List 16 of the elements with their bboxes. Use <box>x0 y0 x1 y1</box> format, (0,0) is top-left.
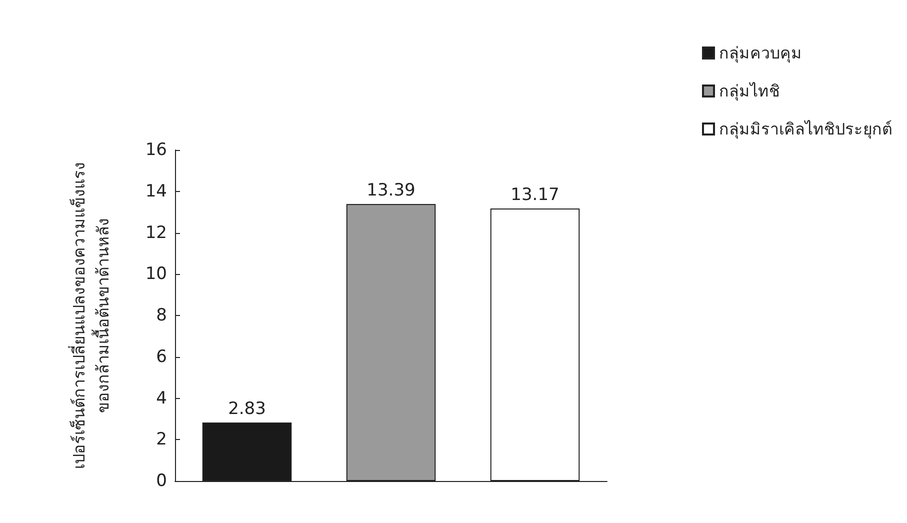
y-tick-label: 0 <box>156 471 167 491</box>
y-tick-label: 8 <box>156 306 167 326</box>
y-tick-label: 4 <box>156 388 167 408</box>
legend-label: กลุ่มไทชิ <box>719 82 780 102</box>
legend-label: กลุ่มมิราเคิลไทชิประยุกต์ <box>719 120 892 140</box>
data-label: 13.17 <box>510 185 560 206</box>
y-tick-label: 16 <box>145 140 167 160</box>
data-label: 13.39 <box>366 180 416 200</box>
y-tick-label: 14 <box>145 181 167 202</box>
y-tick-label: 2 <box>156 430 167 450</box>
legend-label: กลุ่มควบคุม <box>719 44 802 64</box>
y-tick-label: 6 <box>156 346 167 367</box>
y-axis-title: เปอร์เซ็นต์การเปลี่ยนแปลงของความแข็งแรง ของกล้ามเนื้อต้นขาด้านหลัง <box>68 162 112 469</box>
y-tick-label: 12 <box>145 222 167 243</box>
data-label: 2.83 <box>228 398 266 419</box>
y-tick-label: 10 <box>145 264 167 284</box>
